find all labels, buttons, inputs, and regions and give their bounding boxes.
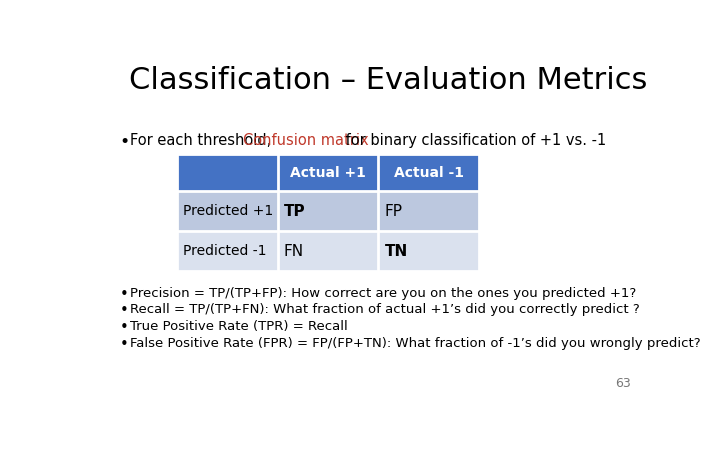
Text: False Positive Rate (FPR) = FP/(FP+TN): What fraction of -1’s did you wrongly pr: False Positive Rate (FPR) = FP/(FP+TN): … [130,338,701,351]
Text: Actual -1: Actual -1 [394,166,464,180]
Text: •: • [120,320,128,335]
Text: for binary classification of +1 vs. -1: for binary classification of +1 vs. -1 [341,133,606,148]
Text: Predicted +1: Predicted +1 [183,204,274,218]
Text: Confusion matrix: Confusion matrix [243,133,369,148]
Text: Recall = TP/(TP+FN): What fraction of actual +1’s did you correctly predict ?: Recall = TP/(TP+FN): What fraction of ac… [130,303,640,316]
Text: •: • [120,338,128,352]
Text: Predicted -1: Predicted -1 [183,244,266,258]
Text: Precision = TP/(TP+FP): How correct are you on the ones you predicted +1?: Precision = TP/(TP+FP): How correct are … [130,287,636,300]
Text: TP: TP [284,203,305,219]
Text: Actual +1: Actual +1 [290,166,366,180]
Text: For each threshold,: For each threshold, [130,133,276,148]
Text: True Positive Rate (TPR) = Recall: True Positive Rate (TPR) = Recall [130,320,348,333]
Text: •: • [120,303,128,319]
Text: FN: FN [284,243,304,259]
Text: TN: TN [384,243,408,259]
Text: •: • [120,133,130,151]
Text: Classification – Evaluation Metrics: Classification – Evaluation Metrics [129,66,647,94]
Text: •: • [120,287,128,302]
Text: FP: FP [384,203,402,219]
Text: 63: 63 [616,377,631,390]
